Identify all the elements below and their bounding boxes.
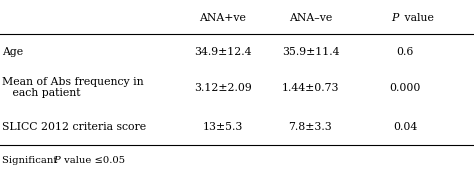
Text: 0.6: 0.6: [397, 47, 414, 57]
Text: ANA+ve: ANA+ve: [200, 13, 246, 23]
Text: P: P: [391, 13, 399, 23]
Text: 13±5.3: 13±5.3: [202, 122, 243, 132]
Text: 0.000: 0.000: [390, 83, 421, 92]
Text: ANA–ve: ANA–ve: [289, 13, 332, 23]
Text: value: value: [401, 13, 433, 23]
Text: 0.04: 0.04: [393, 122, 418, 132]
Text: 1.44±0.73: 1.44±0.73: [282, 83, 339, 92]
Text: P: P: [53, 156, 60, 165]
Text: 3.12±2.09: 3.12±2.09: [194, 83, 252, 92]
Text: Age: Age: [2, 47, 24, 57]
Text: 34.9±12.4: 34.9±12.4: [194, 47, 252, 57]
Text: 7.8±3.3: 7.8±3.3: [289, 122, 332, 132]
Text: Mean of Abs frequency in
   each patient: Mean of Abs frequency in each patient: [2, 77, 144, 98]
Text: 35.9±11.4: 35.9±11.4: [282, 47, 339, 57]
Text: value ≤0.05: value ≤0.05: [61, 156, 125, 165]
Text: SLICC 2012 criteria score: SLICC 2012 criteria score: [2, 122, 146, 132]
Text: Significant: Significant: [2, 156, 61, 165]
